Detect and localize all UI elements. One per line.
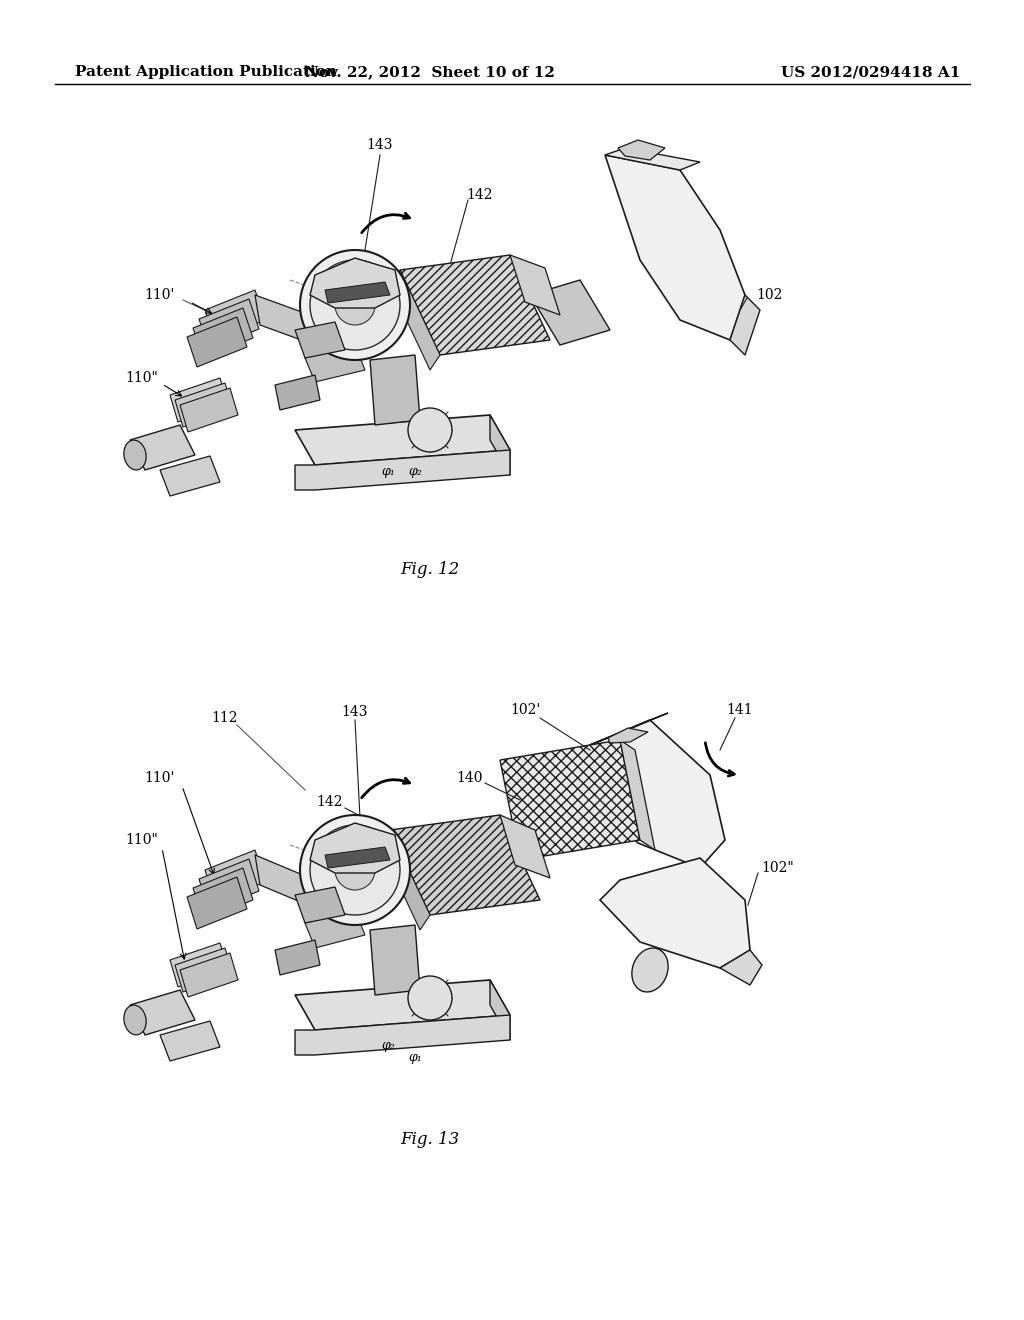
Polygon shape xyxy=(578,719,725,869)
Polygon shape xyxy=(490,979,510,1040)
Polygon shape xyxy=(187,317,247,367)
Text: φ₁: φ₁ xyxy=(381,466,395,479)
Polygon shape xyxy=(170,378,228,422)
Polygon shape xyxy=(295,1015,510,1055)
Polygon shape xyxy=(605,148,700,170)
Polygon shape xyxy=(193,869,253,920)
Polygon shape xyxy=(305,909,365,948)
Polygon shape xyxy=(720,950,762,985)
Polygon shape xyxy=(325,847,390,869)
Polygon shape xyxy=(130,990,195,1035)
Text: 110': 110' xyxy=(144,771,175,785)
Polygon shape xyxy=(295,887,345,923)
Polygon shape xyxy=(199,859,259,911)
Ellipse shape xyxy=(632,948,668,991)
Polygon shape xyxy=(295,979,510,1030)
Text: Patent Application Publication: Patent Application Publication xyxy=(75,65,337,79)
Polygon shape xyxy=(530,280,610,345)
Text: 110': 110' xyxy=(144,288,175,302)
Text: φ₂: φ₂ xyxy=(381,1039,395,1052)
Text: Fig. 13: Fig. 13 xyxy=(400,1131,460,1148)
Polygon shape xyxy=(295,450,510,490)
Polygon shape xyxy=(620,741,655,850)
Polygon shape xyxy=(295,322,345,358)
Polygon shape xyxy=(160,455,220,496)
Circle shape xyxy=(310,825,400,915)
Text: 112: 112 xyxy=(212,711,239,725)
Polygon shape xyxy=(170,942,228,987)
Text: φ₂: φ₂ xyxy=(409,466,422,479)
Polygon shape xyxy=(618,140,665,160)
Circle shape xyxy=(310,260,400,350)
Ellipse shape xyxy=(124,1005,146,1035)
Polygon shape xyxy=(605,154,745,341)
Text: 102": 102" xyxy=(762,861,795,875)
Polygon shape xyxy=(275,375,319,411)
Circle shape xyxy=(335,285,375,325)
Polygon shape xyxy=(275,940,319,975)
Polygon shape xyxy=(175,383,233,426)
Text: 102': 102' xyxy=(510,704,540,717)
Circle shape xyxy=(408,408,452,451)
Text: φ₁: φ₁ xyxy=(409,1052,422,1064)
Text: θ: θ xyxy=(270,304,280,317)
Polygon shape xyxy=(370,355,420,425)
Polygon shape xyxy=(400,255,550,355)
Ellipse shape xyxy=(124,440,146,470)
Polygon shape xyxy=(305,345,365,381)
Text: 140: 140 xyxy=(457,771,483,785)
Polygon shape xyxy=(160,1020,220,1061)
Circle shape xyxy=(300,814,410,925)
Polygon shape xyxy=(180,388,238,432)
Polygon shape xyxy=(310,257,400,308)
Polygon shape xyxy=(193,308,253,358)
Polygon shape xyxy=(500,814,550,878)
Polygon shape xyxy=(390,271,440,370)
Polygon shape xyxy=(295,414,510,465)
Circle shape xyxy=(335,850,375,890)
Polygon shape xyxy=(510,255,560,315)
Polygon shape xyxy=(255,855,315,908)
Text: Nov. 22, 2012  Sheet 10 of 12: Nov. 22, 2012 Sheet 10 of 12 xyxy=(305,65,555,79)
Polygon shape xyxy=(390,814,540,915)
Polygon shape xyxy=(370,925,420,995)
Text: 143: 143 xyxy=(367,139,393,152)
Text: 110": 110" xyxy=(126,371,159,385)
Text: 141: 141 xyxy=(727,704,754,717)
Polygon shape xyxy=(500,741,640,861)
Polygon shape xyxy=(130,425,195,470)
Polygon shape xyxy=(187,876,247,929)
Polygon shape xyxy=(310,822,400,873)
Text: θ: θ xyxy=(306,290,314,305)
Polygon shape xyxy=(205,290,265,341)
Text: 142: 142 xyxy=(467,187,494,202)
Polygon shape xyxy=(380,830,430,931)
Polygon shape xyxy=(325,282,390,304)
Polygon shape xyxy=(590,713,668,744)
Polygon shape xyxy=(180,953,238,997)
Text: 143: 143 xyxy=(342,705,369,719)
Polygon shape xyxy=(600,858,750,968)
Text: 142: 142 xyxy=(316,795,343,809)
Polygon shape xyxy=(175,948,233,993)
Circle shape xyxy=(408,975,452,1020)
Polygon shape xyxy=(730,294,760,355)
Text: 110": 110" xyxy=(126,833,159,847)
Text: 102: 102 xyxy=(757,288,783,302)
Polygon shape xyxy=(199,300,259,348)
Text: US 2012/0294418 A1: US 2012/0294418 A1 xyxy=(780,65,961,79)
Polygon shape xyxy=(490,414,510,475)
Text: Fig. 12: Fig. 12 xyxy=(400,561,460,578)
Circle shape xyxy=(300,249,410,360)
Polygon shape xyxy=(255,294,315,345)
Polygon shape xyxy=(205,850,265,902)
Polygon shape xyxy=(608,729,648,743)
